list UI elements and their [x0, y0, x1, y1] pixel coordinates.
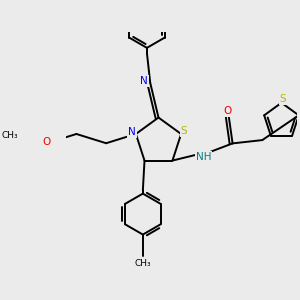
- Text: O: O: [42, 137, 50, 147]
- Text: CH₃: CH₃: [2, 131, 19, 140]
- Text: N: N: [140, 76, 148, 86]
- Text: CH₃: CH₃: [134, 259, 151, 268]
- Text: N: N: [128, 127, 136, 137]
- Text: NH: NH: [196, 152, 212, 162]
- Text: S: S: [280, 94, 286, 104]
- Text: O: O: [224, 106, 232, 116]
- Text: S: S: [180, 126, 187, 136]
